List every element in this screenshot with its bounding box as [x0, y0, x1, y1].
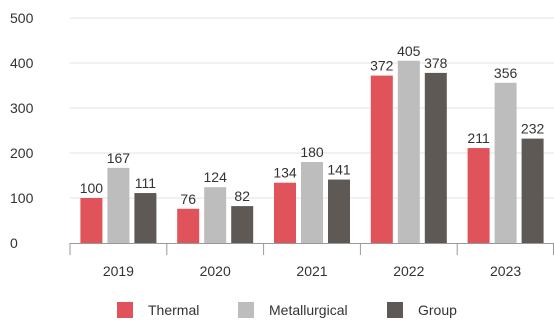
bar: [107, 167, 130, 243]
bar: [177, 208, 200, 243]
data-label: 167: [107, 150, 131, 166]
data-label: 405: [397, 43, 421, 59]
bar: [424, 72, 447, 244]
y-tick-label: 0: [10, 235, 18, 251]
data-label: 356: [494, 65, 518, 81]
bar: [370, 75, 393, 243]
bar: [134, 193, 157, 243]
legend-label-group: Group: [418, 302, 457, 318]
legend-item-metallurgical: Metallurgical: [238, 302, 348, 318]
data-label: 378: [424, 55, 448, 71]
x-tick-label: 2020: [200, 263, 231, 279]
data-label: 232: [521, 121, 545, 137]
x-tick-label: 2019: [103, 263, 134, 279]
x-tick-label: 2021: [296, 263, 327, 279]
bar: [328, 179, 350, 243]
legend-swatch-metallurgical: [238, 302, 254, 318]
y-tick-label: 100: [10, 190, 34, 206]
bar: [231, 206, 254, 243]
legend-label-metallurgical: Metallurgical: [269, 302, 348, 318]
bar: [467, 148, 490, 243]
bar: [301, 162, 323, 243]
x-tick-label: 2023: [490, 263, 521, 279]
legend: Thermal Metallurgical Group: [0, 300, 554, 320]
x-tick-label: 2022: [393, 263, 424, 279]
data-label: 372: [370, 58, 394, 74]
y-tick-label: 500: [10, 10, 34, 26]
y-tick-label: 400: [10, 55, 34, 71]
bar: [397, 60, 420, 243]
bar: [494, 82, 517, 243]
data-label: 100: [80, 180, 104, 196]
bar: [80, 198, 103, 243]
data-label: 82: [234, 188, 250, 204]
data-label: 141: [327, 162, 351, 178]
data-label: 111: [135, 175, 156, 191]
data-label: 76: [180, 191, 196, 207]
bar: [204, 187, 227, 243]
data-label: 211: [467, 130, 490, 146]
bar: [274, 182, 296, 243]
data-label: 134: [273, 165, 297, 181]
y-tick-label: 300: [10, 100, 34, 116]
y-tick-label: 200: [10, 145, 34, 161]
legend-item-thermal: Thermal: [117, 302, 199, 318]
data-label: 180: [300, 144, 324, 160]
data-label: 124: [204, 169, 228, 185]
legend-label-thermal: Thermal: [148, 302, 200, 318]
legend-swatch-group: [387, 302, 403, 318]
bar: [521, 138, 544, 243]
legend-swatch-thermal: [117, 302, 133, 318]
bar-chart: 0100200300400500100167111201976124822020…: [10, 10, 554, 279]
legend-item-group: Group: [387, 302, 457, 318]
